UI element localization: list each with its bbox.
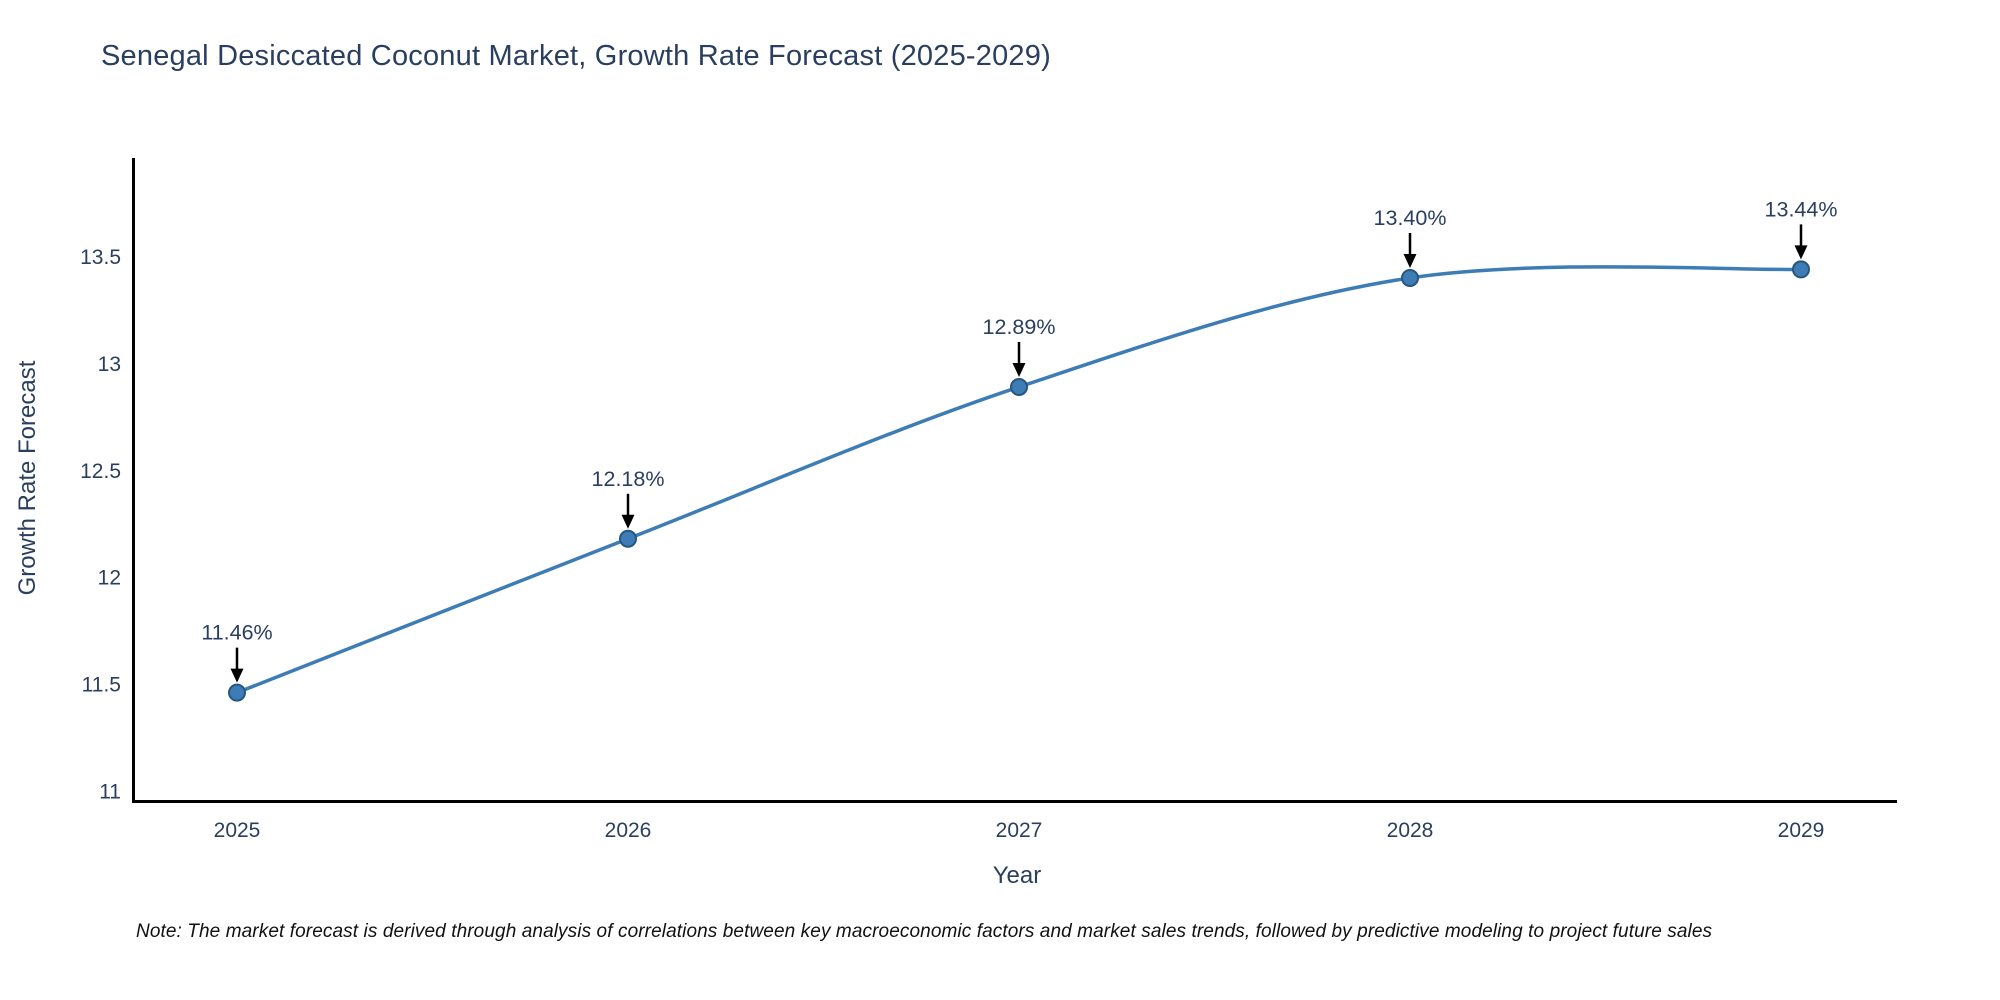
annotation-arrowhead <box>621 514 635 529</box>
annotation-arrowhead <box>230 668 244 683</box>
data-point-marker <box>228 683 246 702</box>
y-tick-label: 13.5 <box>80 246 121 269</box>
footnote-text: Note: The market forecast is derived thr… <box>136 921 1713 942</box>
annotation-arrowhead <box>1012 362 1026 377</box>
x-tick-label: 2029 <box>1778 819 1825 842</box>
data-point-marker <box>1401 268 1419 287</box>
point-annotation-label: 12.18% <box>592 467 665 491</box>
y-tick-label: 11.5 <box>82 674 121 697</box>
data-point-marker <box>1010 377 1028 396</box>
data-point-marker <box>619 529 637 548</box>
x-tick-label: 2025 <box>214 819 261 842</box>
annotation-arrowhead <box>1403 253 1417 268</box>
chart-title: Senegal Desiccated Coconut Market, Growt… <box>101 40 1051 72</box>
y-tick-label: 11 <box>99 781 121 804</box>
axis-lines <box>132 158 1897 803</box>
x-tick-label: 2026 <box>605 819 652 842</box>
x-axis-title: Year <box>992 862 1042 889</box>
y-tick-label: 12 <box>98 567 121 590</box>
x-tick-label: 2028 <box>1387 819 1434 842</box>
x-tick-label: 2027 <box>996 819 1043 842</box>
data-point-marker <box>1792 260 1810 279</box>
y-tick-label: 12.5 <box>80 460 121 483</box>
point-annotation-label: 13.40% <box>1374 206 1447 230</box>
point-annotation-label: 12.89% <box>983 315 1056 339</box>
y-tick-label: 13 <box>98 353 121 376</box>
point-annotation-label: 13.44% <box>1765 197 1838 221</box>
point-annotation-label: 11.46% <box>201 621 272 645</box>
annotation-arrowhead <box>1794 245 1808 260</box>
